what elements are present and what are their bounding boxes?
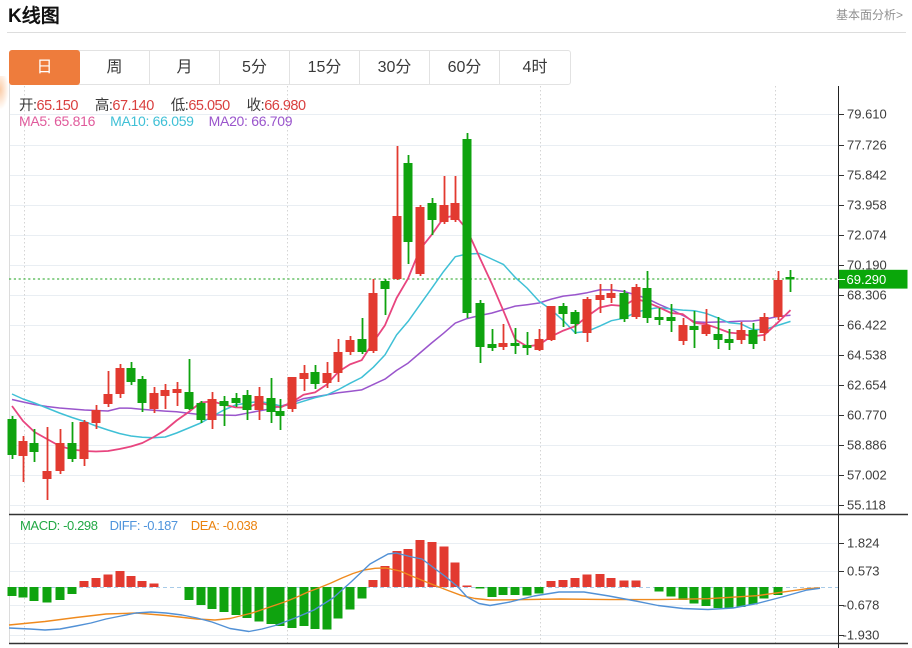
svg-text:77.726: 77.726 (847, 138, 887, 153)
svg-text:60.770: 60.770 (847, 408, 887, 423)
svg-text:1.824: 1.824 (847, 536, 880, 551)
svg-text:68.306: 68.306 (847, 288, 887, 303)
svg-text:57.002: 57.002 (847, 468, 887, 483)
svg-text:55.118: 55.118 (847, 498, 886, 513)
svg-text:69.290: 69.290 (847, 272, 887, 287)
svg-text:66.422: 66.422 (847, 318, 887, 333)
svg-text:64.538: 64.538 (847, 348, 887, 363)
svg-text:-1.930: -1.930 (843, 628, 880, 643)
svg-text:73.958: 73.958 (847, 198, 887, 213)
svg-text:72.074: 72.074 (847, 228, 887, 243)
svg-text:-0.678: -0.678 (843, 598, 880, 613)
svg-text:58.886: 58.886 (847, 438, 887, 453)
svg-text:0.573: 0.573 (847, 564, 880, 579)
svg-text:79.610: 79.610 (847, 107, 887, 122)
svg-text:75.842: 75.842 (847, 168, 887, 183)
svg-text:62.654: 62.654 (847, 378, 887, 393)
svg-text:70.190: 70.190 (847, 258, 887, 273)
